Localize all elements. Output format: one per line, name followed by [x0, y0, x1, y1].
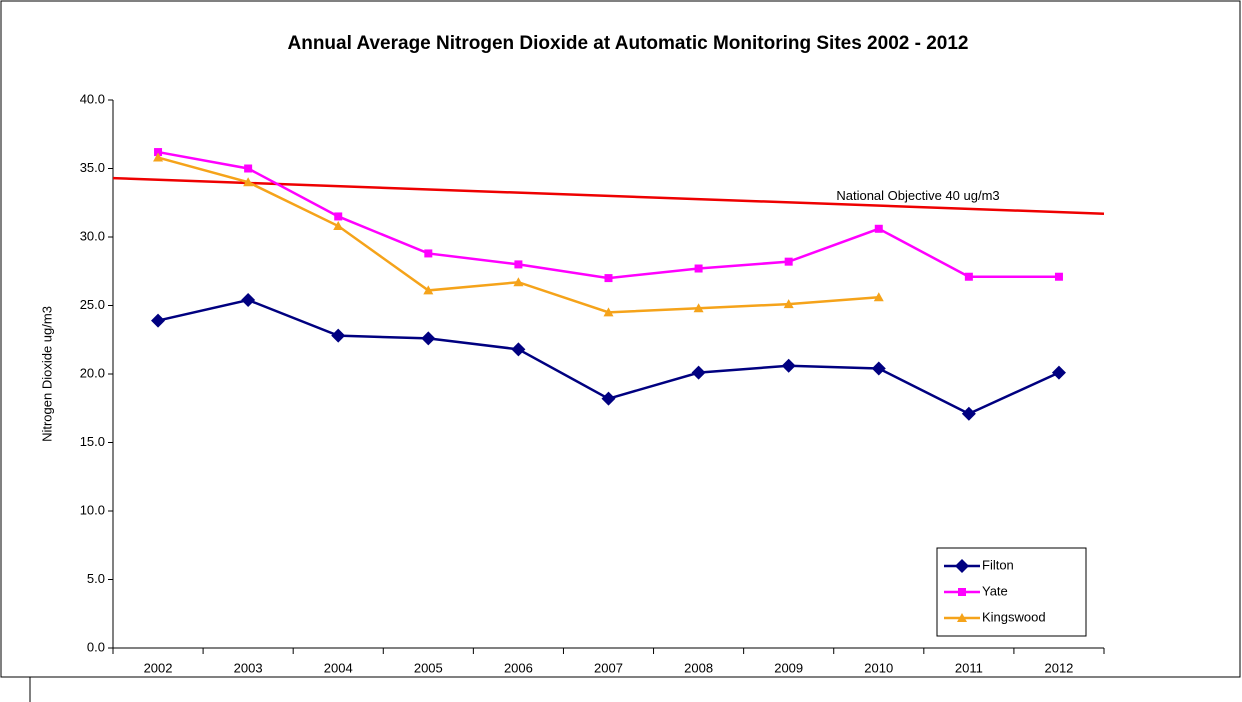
point — [514, 260, 523, 269]
point — [511, 342, 526, 357]
point — [421, 331, 436, 346]
y-tick-label: 10.0 — [80, 502, 105, 517]
point — [154, 148, 163, 157]
y-tick-label: 20.0 — [80, 365, 105, 380]
point — [691, 365, 706, 380]
y-axis-label: Nitrogen Dioxide ug/m3 — [39, 306, 54, 442]
x-tick-label: 2006 — [504, 660, 533, 675]
point — [873, 292, 884, 302]
x-tick-label: 2007 — [594, 660, 623, 675]
y-tick-label: 35.0 — [80, 160, 105, 175]
legend-label: Kingswood — [982, 609, 1046, 624]
point — [331, 328, 346, 343]
point — [424, 249, 433, 258]
point — [603, 307, 614, 317]
chart-title: Annual Average Nitrogen Dioxide at Autom… — [288, 33, 969, 54]
x-tick-label: 2011 — [955, 660, 983, 675]
point — [964, 272, 973, 281]
point — [693, 303, 704, 313]
point — [781, 358, 796, 373]
reference-label: National Objective 40 ug/m3 — [836, 188, 999, 203]
point — [604, 274, 613, 283]
legend-label: Yate — [982, 583, 1008, 598]
point — [1051, 365, 1066, 380]
point — [151, 313, 166, 328]
y-tick-label: 5.0 — [87, 571, 105, 586]
point — [244, 164, 253, 173]
point — [694, 264, 703, 273]
legend-marker — [958, 588, 966, 596]
x-tick-label: 2008 — [684, 660, 713, 675]
point — [601, 391, 616, 406]
point — [333, 221, 344, 231]
x-tick-label: 2012 — [1044, 660, 1073, 675]
x-tick-label: 2002 — [144, 660, 173, 675]
y-tick-label: 15.0 — [80, 434, 105, 449]
point — [241, 293, 256, 308]
point — [153, 152, 164, 162]
x-tick-label: 2005 — [414, 660, 443, 675]
y-tick-label: 40.0 — [80, 91, 105, 106]
legend-marker — [955, 559, 969, 573]
point — [783, 299, 794, 309]
point — [243, 177, 254, 187]
x-tick-label: 2010 — [864, 660, 893, 675]
point — [784, 257, 793, 266]
x-tick-label: 2003 — [234, 660, 263, 675]
point — [513, 277, 524, 287]
point — [871, 361, 886, 376]
legend-marker — [957, 613, 967, 622]
point — [1054, 272, 1063, 281]
x-tick-label: 2009 — [774, 660, 803, 675]
y-tick-label: 0.0 — [87, 639, 105, 654]
point — [334, 212, 343, 221]
x-tick-label: 2004 — [324, 660, 353, 675]
y-tick-label: 25.0 — [80, 297, 105, 312]
legend-label: Filton — [982, 557, 1014, 572]
point — [961, 406, 976, 421]
y-tick-label: 30.0 — [80, 228, 105, 243]
point — [874, 224, 883, 233]
point — [423, 285, 434, 295]
